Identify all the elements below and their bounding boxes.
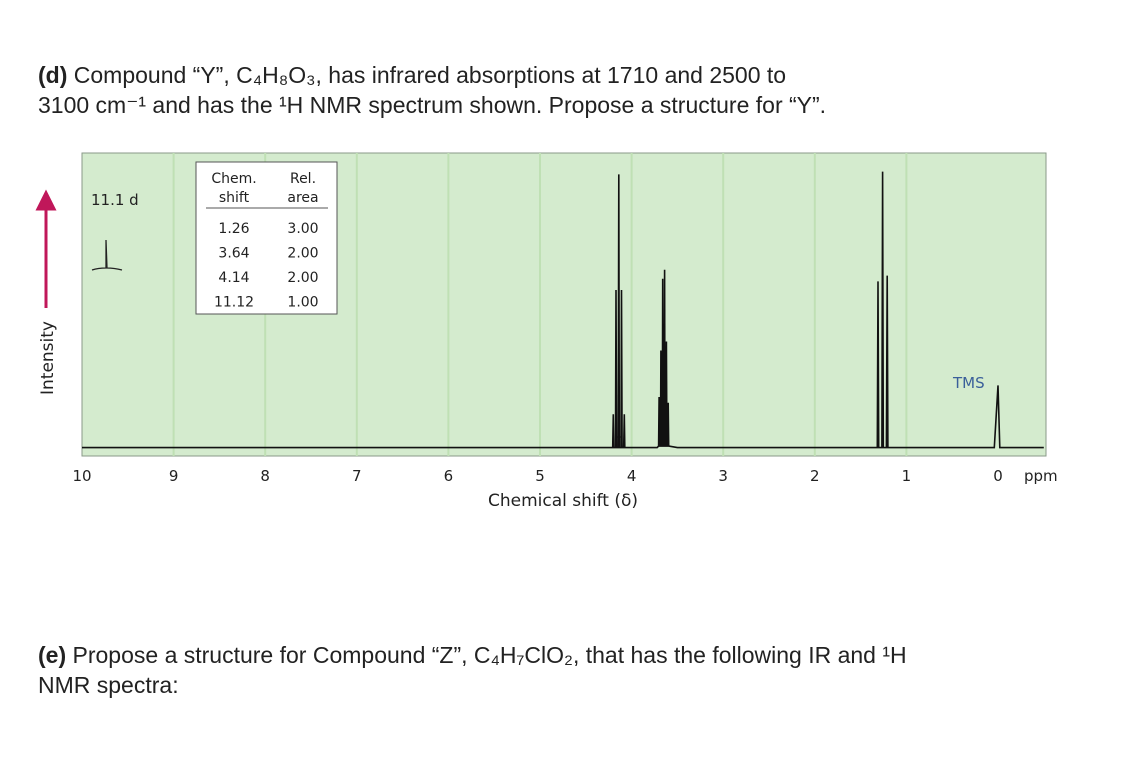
table-cell: 2.00	[287, 246, 318, 262]
inset-peak-11-1	[91, 239, 123, 271]
x-tick-label: 9	[169, 467, 179, 485]
table-cell: 11.12	[214, 295, 254, 311]
x-tick-label: 1	[902, 467, 912, 485]
table-cell: 3.64	[218, 246, 249, 262]
question-d-line1: (d) Compound “Y”, C₄H₈O₃, has infrared a…	[38, 60, 1038, 90]
question-d-text1: Compound “Y”, C₄H₈O₃, has infrared absor…	[67, 62, 787, 88]
x-tick-label: 2	[810, 467, 820, 485]
table-header: Chem.	[211, 171, 256, 187]
table-cell: 1.00	[287, 295, 318, 311]
x-tick-label: 7	[352, 467, 362, 485]
inset-label: 11.1 d	[91, 191, 139, 209]
table-header: area	[287, 190, 318, 206]
table-cell: 4.14	[218, 270, 249, 286]
shift-table	[195, 161, 338, 315]
question-d-line2: 3100 cm⁻¹ and has the ¹H NMR spectrum sh…	[38, 92, 827, 118]
question-e-line1: (e) Propose a structure for Compound “Z”…	[38, 640, 1038, 670]
x-tick-label: 5	[535, 467, 545, 485]
question-e-text1: Propose a structure for Compound “Z”, C₄…	[66, 642, 907, 668]
table-header: Rel.	[290, 171, 316, 187]
x-tick-label: 4	[627, 467, 637, 485]
tms-label: TMS	[952, 374, 985, 392]
x-tick-label: 6	[444, 467, 454, 485]
table-cell: 3.00	[287, 221, 318, 237]
table-cell: 1.26	[218, 221, 249, 237]
x-tick-label: 0	[993, 467, 1003, 485]
question-e-line2: NMR spectra:	[38, 672, 179, 698]
table-cell: 2.00	[287, 270, 318, 286]
table-header: shift	[219, 190, 250, 206]
question-d-letter: (d)	[38, 62, 68, 88]
x-tick-label: 3	[718, 467, 728, 485]
x-unit-label: ppm	[1024, 467, 1058, 485]
spectrum-trace	[82, 171, 1044, 449]
x-axis-label: Chemical shift (δ)	[488, 491, 638, 511]
question-e-letter: (e)	[38, 642, 67, 668]
question-e: (e) Propose a structure for Compound “Z”…	[38, 640, 1038, 700]
x-tick-label: 10	[72, 467, 91, 485]
y-axis-label: Intensity	[38, 321, 58, 395]
question-d: (d) Compound “Y”, C₄H₈O₃, has infrared a…	[38, 60, 1038, 120]
x-tick-label: 8	[260, 467, 270, 485]
